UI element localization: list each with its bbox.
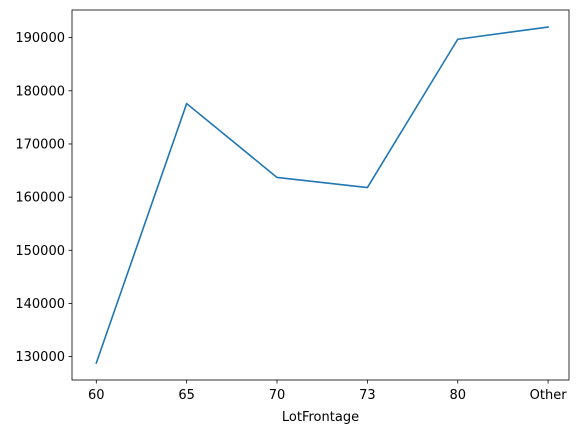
y-tick-label: 160000 <box>15 191 65 206</box>
y-tick-label: 190000 <box>15 31 65 46</box>
x-axis-title: LotFrontage <box>282 410 359 425</box>
x-tick-label: 60 <box>88 388 105 403</box>
y-tick-label: 170000 <box>15 137 65 152</box>
x-tick-label: 80 <box>449 388 466 403</box>
x-tick-label: Other <box>530 388 568 403</box>
y-tick-label: 150000 <box>15 244 65 259</box>
series-line-0 <box>95 26 550 365</box>
plot-area <box>72 10 569 380</box>
series-layer <box>95 26 550 365</box>
plot-background <box>72 10 569 380</box>
x-tick-label: 70 <box>269 388 286 403</box>
y-tick-label: 130000 <box>15 350 65 365</box>
x-tick-label: 73 <box>359 388 376 403</box>
y-tick-label: 140000 <box>15 297 65 312</box>
x-axis: 60 65 70 73 80 Other <box>88 380 567 403</box>
plot-frame <box>71 9 570 381</box>
y-axis: 130000 140000 150000 160000 170000 180000 1900… <box>15 31 72 365</box>
y-tick-label: 180000 <box>15 84 65 99</box>
x-tick-label: 65 <box>178 388 195 403</box>
axes-spines <box>71 9 570 381</box>
